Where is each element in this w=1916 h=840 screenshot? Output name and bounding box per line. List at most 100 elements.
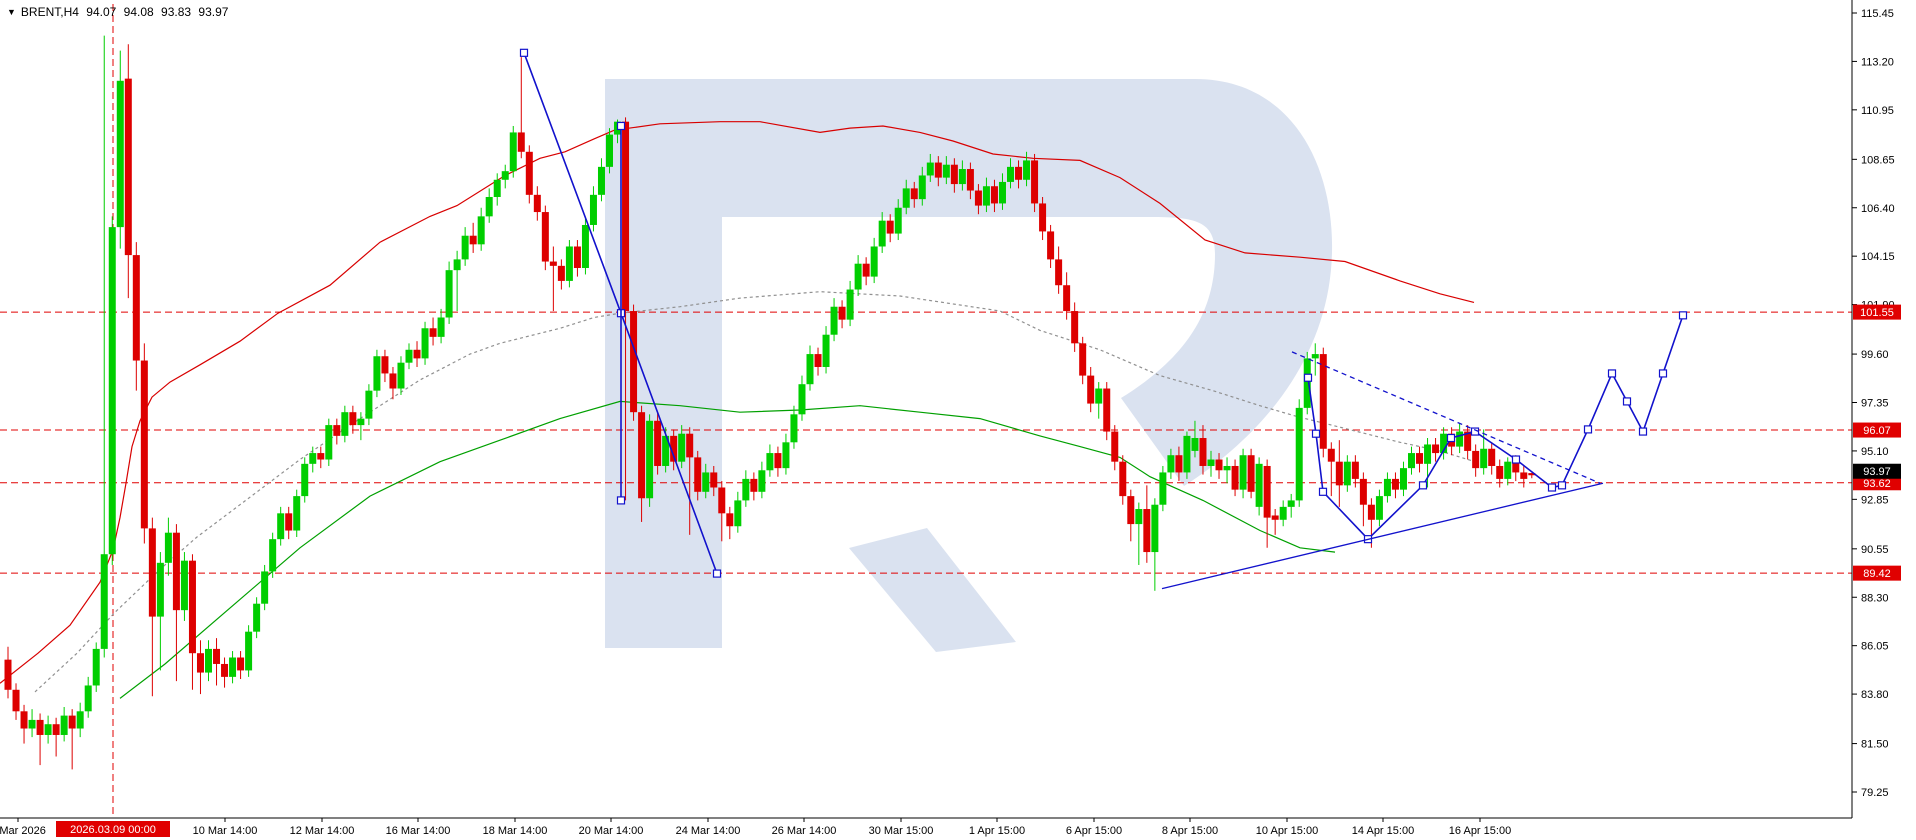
candle-body [710,472,718,488]
drawing-anchor-handle[interactable] [1547,483,1557,492]
candle-body [1440,433,1448,454]
candle-body [1343,461,1351,486]
level-price-badge [1853,475,1901,491]
candle-body [557,265,565,281]
candle-body [910,188,918,200]
candle-body [477,216,485,245]
candle-body [830,306,838,335]
ohlc-open: 94.07 [86,5,117,19]
price-axis-label: 106.40 [1861,203,1895,215]
drawing-anchor-handle[interactable] [1638,427,1648,436]
candle-body [365,390,373,419]
drawing-anchor-handle[interactable] [519,48,529,57]
candle-body [1095,388,1103,404]
middle-ma-line[interactable] [34,291,1476,693]
drawing-anchor-handle[interactable] [1311,429,1321,438]
candle-body [1207,459,1215,466]
price-axis-label: 108.65 [1861,154,1895,166]
time-axis-label: 10 Apr 15:00 [1256,825,1318,837]
candle-body [902,188,910,208]
drawing-anchor-handle[interactable] [712,569,722,578]
candle-body [1335,461,1343,486]
level-price-badge-label: 89.42 [1863,568,1891,580]
level-price-badge [1853,422,1901,438]
candle-body [742,478,750,501]
upper-envelope-line[interactable] [0,121,1475,684]
candle-body [1239,455,1247,490]
candle-body [20,711,28,729]
drawing-anchor-handle[interactable] [1658,369,1668,378]
time-axis-label: 6 Apr 15:00 [1066,825,1122,837]
triangle-upper-trendline[interactable] [1291,351,1601,484]
symbol-dropdown-icon[interactable]: ▼ [7,7,16,17]
candle-body [4,659,12,690]
candle-body [734,500,742,527]
candle-body [1416,453,1424,464]
candle-body [1223,465,1231,471]
candle-body [196,653,204,673]
drawing-anchor-handle[interactable] [1622,397,1632,406]
candle-body [1480,448,1488,469]
time-axis-label: 4 Mar 2026 [0,825,46,837]
drawing-anchor-handle[interactable] [1511,455,1521,464]
candle-body [172,532,180,611]
candle-body [1151,504,1159,553]
candle-body [1015,166,1023,180]
candle-body [1408,453,1415,469]
drawing-anchor-handle[interactable] [1418,481,1428,490]
candle-body [76,711,84,729]
candle-body [493,179,501,197]
drawing-anchor-handle[interactable] [1678,311,1688,320]
candle-body [950,164,958,185]
drawing-anchor-handle[interactable] [616,121,626,131]
price-axis-label: 81.50 [1861,739,1889,751]
drawing-anchor-handle[interactable] [616,496,626,505]
candle-body [565,246,573,281]
candle-body [12,689,20,712]
candle-body [702,472,710,492]
candle-body [261,571,269,604]
candle-body [1271,515,1279,520]
candle-body [301,463,309,497]
candle-body [1528,473,1536,476]
candle-body [1464,431,1472,451]
candle-body [1215,459,1223,471]
symbol-header: ▼ BRENT,H4 94.07 94.08 93.83 93.97 [7,5,232,19]
candle-body [726,513,734,527]
drawing-anchor-handle[interactable] [1446,433,1456,443]
candle-body [52,724,60,735]
candle-body [389,373,397,389]
candle-body [686,433,694,458]
candle-body [309,453,317,464]
candle-body [92,648,100,686]
candle-body [1079,343,1087,376]
drawing-anchor-handle[interactable] [1318,487,1328,496]
drawing-anchor-handle[interactable] [1557,481,1567,490]
candle-body [1391,478,1399,490]
candle-body [774,453,782,469]
time-axis-label: 20 Mar 14:00 [579,825,644,837]
drawing-anchor-handle[interactable] [1607,369,1617,378]
candle-body [838,306,846,320]
triangle-lower-trendline[interactable] [1161,482,1604,590]
watermark-logo [605,79,1333,652]
candle-body [990,186,998,204]
candle-body [437,317,445,337]
candle-body [942,164,950,178]
drawing-anchor-handle[interactable] [1303,373,1313,382]
zigzag-forecast[interactable] [1307,315,1684,541]
price-axis-label: 97.35 [1861,398,1889,410]
candle-body [998,181,1006,204]
candle-body [822,334,830,367]
candle-body [1055,259,1063,286]
candle-body [108,227,116,555]
drawing-anchor-handle[interactable] [1583,425,1593,434]
candle-body [1127,496,1135,525]
candle-body [381,356,389,374]
time-axis-label: 26 Mar 14:00 [772,825,837,837]
candle-body [862,263,870,277]
candle-body [525,151,533,195]
candle-body [445,270,453,318]
candle-body [806,354,814,385]
